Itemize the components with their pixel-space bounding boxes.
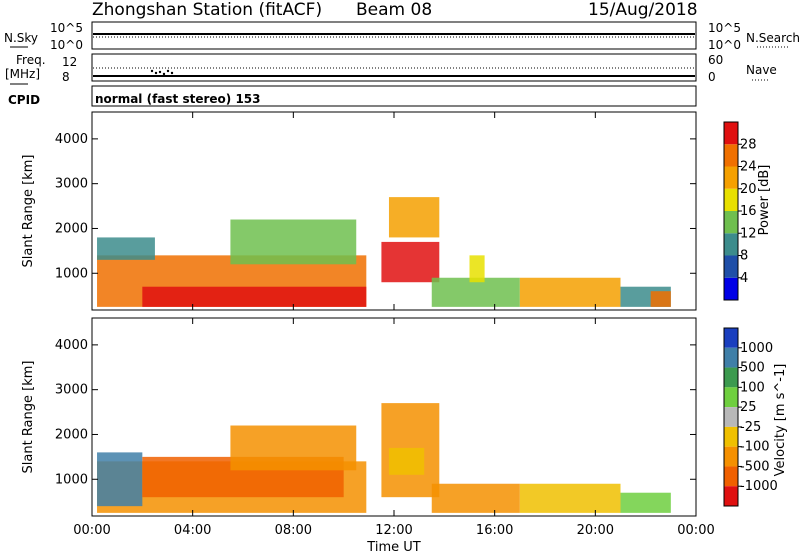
velocity-colorbar-segment <box>724 367 738 388</box>
nsearch-tick-bottom: 10^0 <box>708 38 741 52</box>
velocity-colorbar-tick-label: 100 <box>740 380 765 395</box>
velocity-colorbar-segment <box>724 347 738 368</box>
nsearch-label: N.Search <box>746 31 800 45</box>
freq-unit-label: [MHz] <box>5 67 40 81</box>
velocity-colorbar-segment <box>724 387 738 408</box>
power-colorbar-tick-label: 8 <box>740 249 748 264</box>
power-ytick-label: 2000 <box>55 221 88 236</box>
xtick-label: 16:00 <box>476 523 513 538</box>
date-label: 15/Aug/2018 <box>588 0 698 20</box>
power-data-patch <box>142 286 367 307</box>
time-axis-label: Time UT <box>366 540 420 554</box>
velocity-colorbar-segment <box>724 426 738 447</box>
velocity-colorbar-tick-label: -25 <box>740 420 761 435</box>
power-data-patch <box>431 277 520 307</box>
power-colorbar-segment <box>724 144 738 167</box>
velocity-data-patch <box>620 492 671 513</box>
velocity-data-patch <box>97 452 143 507</box>
freq-panel-frame <box>91 53 697 82</box>
velocity-ytick-label: 4000 <box>55 338 88 353</box>
power-colorbar-segment <box>724 277 738 300</box>
velocity-colorbar-label: Velocity [m s^-1] <box>773 364 788 477</box>
freq-tick-top: 12 <box>62 55 77 69</box>
xtick-label: 00:00 <box>677 523 714 538</box>
cpid-panel-frame <box>91 85 697 107</box>
velocity-data-patch <box>431 483 520 513</box>
power-colorbar-tick-label: 28 <box>740 137 757 152</box>
velocity-colorbar-segment <box>724 328 738 348</box>
velocity-ytick-label: 2000 <box>55 427 88 442</box>
power-ytick-label: 4000 <box>55 132 88 147</box>
power-ytick-label: 3000 <box>55 177 88 192</box>
power-colorbar-label: Power [dB] <box>757 165 772 236</box>
power-colorbar-segment <box>724 166 738 189</box>
power-colorbar-segment <box>724 233 738 256</box>
power-data-patch <box>650 291 671 307</box>
nsky-panel-frame <box>91 21 697 50</box>
power-data-patch <box>97 237 155 260</box>
velocity-ytick-label: 1000 <box>55 472 88 487</box>
freq-tick-bottom: 8 <box>62 70 70 84</box>
nave-tick-top: 60 <box>708 53 723 67</box>
nave-label: Nave <box>746 63 777 77</box>
power-colorbar-tick-label: 12 <box>740 226 757 241</box>
velocity-colorbar-segment <box>724 466 738 487</box>
nsky-label: N.Sky <box>4 31 38 45</box>
cpid-label: CPID <box>8 93 40 107</box>
freq-scatter-points <box>150 69 174 76</box>
velocity-ytick-label: 3000 <box>55 383 88 398</box>
power-ytick-label: 1000 <box>55 266 88 281</box>
velocity-colorbar-frame <box>723 327 739 507</box>
power-colorbar-segment <box>724 188 738 211</box>
power-panel: 1000 2000 3000 4000 Slant Range [km] 4 8 12 16… <box>21 111 772 311</box>
xtick-label: 04:00 <box>174 523 211 538</box>
velocity-panel: 1000 2000 3000 4000 Slant Range [km] 1000 50… <box>21 317 788 517</box>
xtick-label: 00:00 <box>73 523 110 538</box>
power-colorbar-tick-label: 24 <box>740 160 757 175</box>
velocity-ylabel: Slant Range [km] <box>21 361 36 474</box>
velocity-colorbar-tick-label: -500 <box>740 459 770 474</box>
velocity-colorbar-tick-label: 500 <box>740 361 765 376</box>
freq-label: Freq. <box>16 53 46 67</box>
xtick-label: 08:00 <box>275 523 312 538</box>
velocity-colorbar-tick-label: 25 <box>740 400 757 415</box>
xtick-label: 12:00 <box>375 523 412 538</box>
power-data-patch <box>519 277 621 307</box>
station-title: Zhongshan Station (fitACF) <box>92 0 322 20</box>
velocity-colorbar-tick-label: -1000 <box>740 479 778 494</box>
time-axis-ticks: 00:00 04:00 08:00 12:00 16:00 20:00 00:00 <box>73 112 715 538</box>
power-ylabel: Slant Range [km] <box>21 155 36 268</box>
velocity-colorbar-tick-label: 1000 <box>740 341 773 356</box>
nsearch-tick-top: 10^5 <box>708 21 741 35</box>
cpid-text: normal (fast stereo) 153 <box>95 92 261 106</box>
power-colorbar-segment <box>724 211 738 234</box>
velocity-colorbar-segment <box>724 446 738 467</box>
xtick-label: 20:00 <box>577 523 614 538</box>
velocity-colorbar-segment <box>724 486 738 506</box>
power-colorbar-tick-label: 16 <box>740 204 757 219</box>
power-colorbar-tick-label: 4 <box>740 271 748 286</box>
beam-label: Beam 08 <box>356 0 432 20</box>
power-data-patch <box>388 197 440 238</box>
velocity-colorbar-segment <box>724 407 738 427</box>
power-colorbar-segment <box>724 122 738 145</box>
power-data-patch <box>469 255 485 283</box>
power-colorbar-segment <box>724 255 738 278</box>
velocity-data-patch <box>519 483 621 513</box>
power-data-patch <box>230 219 357 265</box>
velocity-colorbar-tick-label: -100 <box>740 440 770 455</box>
velocity-data-patch <box>388 447 425 475</box>
power-colorbar-tick-label: 20 <box>740 182 757 197</box>
nave-tick-bottom: 0 <box>708 70 716 84</box>
power-data-patch <box>381 241 440 283</box>
nsky-tick-top: 10^5 <box>50 21 83 35</box>
velocity-data-patch <box>230 425 357 471</box>
nsky-tick-bottom: 10^0 <box>50 38 83 52</box>
